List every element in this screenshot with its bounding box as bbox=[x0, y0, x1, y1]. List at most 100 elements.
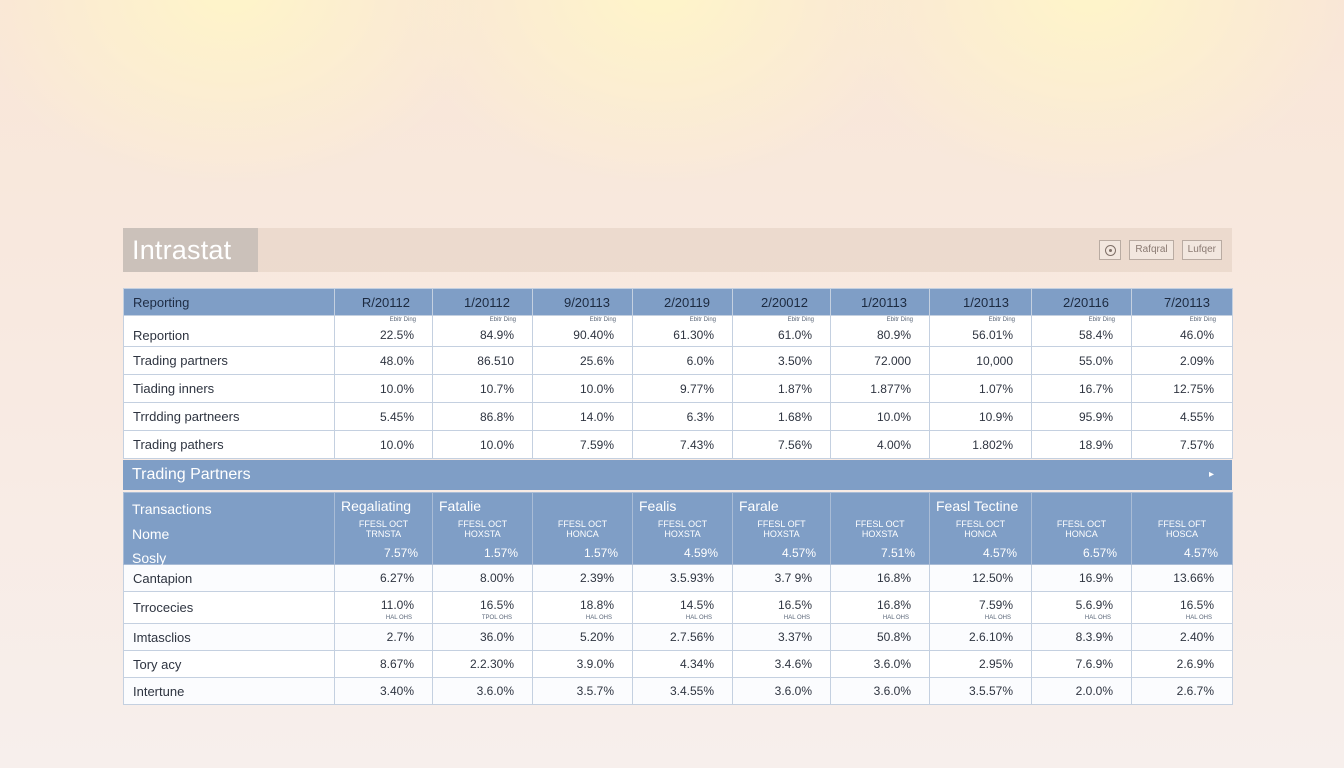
header-cell[interactable]: 7/20113 bbox=[1131, 288, 1233, 316]
cell-note: Ebitr Ding bbox=[689, 317, 716, 323]
header-cell[interactable]: FFESL OCT HONCA 6.57% bbox=[1031, 492, 1132, 565]
section-title: Trading Partners bbox=[132, 466, 251, 483]
table-row[interactable]: Trrdding partneers 5.45% 86.8% 14.0% 6.3… bbox=[123, 402, 1233, 431]
header-button-1[interactable]: Rafqral bbox=[1129, 240, 1174, 260]
table-cell: 8.00% bbox=[432, 564, 533, 592]
table-cell: 3.6.0% bbox=[830, 650, 930, 678]
table-cell: 3.4.6% bbox=[732, 650, 831, 678]
header-cell[interactable]: Fatalie FFESL OCT HOXSTA 1.57% bbox=[432, 492, 533, 565]
table-cell: Ebitr Ding 56.01% bbox=[929, 315, 1032, 347]
table-row[interactable]: Intertune 3.40% 3.6.0% 3.5.7% 3.4.55% 3.… bbox=[123, 677, 1233, 705]
header-cell[interactable]: 1/20113 bbox=[929, 288, 1032, 316]
table-cell: 14.0% bbox=[532, 402, 633, 431]
header-cell[interactable]: Fealis FFESL OCT HOXSTA 4.59% bbox=[632, 492, 733, 565]
table-row[interactable]: Trrocecies 11.0% HAL OHS 16.5% TPOL OHS 18… bbox=[123, 591, 1233, 624]
header-cell[interactable]: R/20112 bbox=[334, 288, 433, 316]
cell-note: HAL OHS bbox=[984, 615, 1011, 621]
cell-note: HAL OHS bbox=[585, 615, 612, 621]
table-cell: 1.87% bbox=[732, 374, 831, 403]
table-cell: 12.75% bbox=[1131, 374, 1233, 403]
cell-note: HAL OHS bbox=[1185, 615, 1212, 621]
table-cell: 10.0% bbox=[532, 374, 633, 403]
cell-note: Ebitr Ding bbox=[787, 317, 814, 323]
table-cell: 72.000 bbox=[830, 346, 930, 375]
header-cell[interactable]: Farale FFESL OFT HOXSTA 4.57% bbox=[732, 492, 831, 565]
table-cell: 2.39% bbox=[532, 564, 633, 592]
table-cell: 2.2.30% bbox=[432, 650, 533, 678]
table-cell: 11.0% HAL OHS bbox=[334, 591, 433, 624]
table-cell: 3.6.0% bbox=[732, 677, 831, 705]
table-row[interactable]: Tiading inners 10.0% 10.7% 10.0% 9.77% 1… bbox=[123, 374, 1233, 403]
table-cell: 12.50% bbox=[929, 564, 1032, 592]
table-cell: 2.6.7% bbox=[1131, 677, 1233, 705]
cell-note: Ebitr Ding bbox=[1189, 317, 1216, 323]
table-cell: 3.50% bbox=[732, 346, 831, 375]
trading-partners-table: Transactions Nome Sosly Regaliating FFESL… bbox=[123, 492, 1233, 705]
cell-note: HAL OHS bbox=[783, 615, 810, 621]
table-cell: 16.8% HAL OHS bbox=[830, 591, 930, 624]
cell-note: HAL OHS bbox=[1084, 615, 1111, 621]
table-cell: 6.3% bbox=[632, 402, 733, 431]
table-cell: 13.66% bbox=[1131, 564, 1233, 592]
table-row[interactable]: Trading partners 48.0% 86.510 25.6% 6.0%… bbox=[123, 346, 1233, 375]
table-row[interactable]: Trading pathers 10.0% 10.0% 7.59% 7.43% … bbox=[123, 430, 1233, 459]
table-cell: 2.09% bbox=[1131, 346, 1233, 375]
header-cell[interactable]: 1/20112 bbox=[432, 288, 533, 316]
table-cell: 7.59% bbox=[532, 430, 633, 459]
table-cell: 5.6.9% HAL OHS bbox=[1031, 591, 1132, 624]
table-cell: 2.7.56% bbox=[632, 623, 733, 651]
table-cell: 4.55% bbox=[1131, 402, 1233, 431]
table-cell: 2.7% bbox=[334, 623, 433, 651]
table-row[interactable]: Reportion Ebitr Ding 22.5% Ebitr Ding 84.9… bbox=[123, 315, 1233, 347]
header-label: Transactions bbox=[132, 501, 212, 517]
partners-header-row: Transactions Nome Sosly Regaliating FFESL… bbox=[123, 492, 1233, 566]
table-cell: 55.0% bbox=[1031, 346, 1132, 375]
header-cell[interactable]: 2/20012 bbox=[732, 288, 831, 316]
table-cell: 10.9% bbox=[929, 402, 1032, 431]
table-cell: 95.9% bbox=[1031, 402, 1132, 431]
table-cell: 2.6.10% bbox=[929, 623, 1032, 651]
table-cell: 25.6% bbox=[532, 346, 633, 375]
table-cell: 2.40% bbox=[1131, 623, 1233, 651]
header-cell[interactable]: 2/20119 bbox=[632, 288, 733, 316]
table-cell: 36.0% bbox=[432, 623, 533, 651]
table-cell: 7.57% bbox=[1131, 430, 1233, 459]
header-cell[interactable]: FFESL OCT HONCA 1.57% bbox=[532, 492, 633, 565]
trading-partners-bar[interactable]: Trading Partners ▸ bbox=[123, 460, 1232, 490]
reporting-table: Reporting R/20112 1/20112 9/20113 2/2011… bbox=[123, 288, 1233, 459]
table-cell: 8.67% bbox=[334, 650, 433, 678]
table-cell: 16.5% HAL OHS bbox=[1131, 591, 1233, 624]
table-row[interactable]: Cantapion 6.27% 8.00% 2.39% 3.5.93% 3.7 … bbox=[123, 564, 1233, 592]
header-cell[interactable]: Feasl Tectine FFESL OCT HONCA 4.57% bbox=[929, 492, 1032, 565]
header-cell[interactable]: Reporting bbox=[123, 288, 335, 316]
row-label: Imtasclios bbox=[123, 623, 335, 651]
table-cell: 3.9.0% bbox=[532, 650, 633, 678]
header-button-2[interactable]: Lufqer bbox=[1181, 240, 1222, 260]
view-button[interactable] bbox=[1099, 240, 1122, 260]
table-cell: Ebitr Ding 61.30% bbox=[632, 315, 733, 347]
table-cell: 86.510 bbox=[432, 346, 533, 375]
table-cell: 7.43% bbox=[632, 430, 733, 459]
cell-note: Ebitr Ding bbox=[1088, 317, 1115, 323]
header-cell[interactable]: 9/20113 bbox=[532, 288, 633, 316]
table-cell: 10.0% bbox=[334, 430, 433, 459]
row-label: Tory acy bbox=[123, 650, 335, 678]
table-cell: 10.0% bbox=[334, 374, 433, 403]
header-cell[interactable]: FFESL OCT HOXSTA 7.51% bbox=[830, 492, 930, 565]
table-cell: 3.5.93% bbox=[632, 564, 733, 592]
table-row[interactable]: Imtasclios 2.7% 36.0% 5.20% 2.7.56% 3.37… bbox=[123, 623, 1233, 651]
row-label: Trrocecies bbox=[123, 591, 335, 624]
app-title: Intrastat bbox=[123, 228, 258, 272]
header-cell[interactable]: 2/20116 bbox=[1031, 288, 1132, 316]
table-cell: 8.3.9% bbox=[1031, 623, 1132, 651]
table-cell: 4.00% bbox=[830, 430, 930, 459]
header-cell[interactable]: Regaliating FFESL OCT TRNSTA 7.57% bbox=[334, 492, 433, 565]
table-cell: 10,000 bbox=[929, 346, 1032, 375]
cell-note: HAL OHS bbox=[882, 615, 909, 621]
header-cell[interactable]: FFESL OFT HOSCA 4.57% bbox=[1131, 492, 1233, 565]
chevron-right-icon[interactable]: ▸ bbox=[1208, 469, 1214, 480]
table-row[interactable]: Tory acy 8.67% 2.2.30% 3.9.0% 4.34% 3.4.… bbox=[123, 650, 1233, 678]
table-cell: Ebitr Ding 80.9% bbox=[830, 315, 930, 347]
header-cell[interactable]: 1/20113 bbox=[830, 288, 930, 316]
table-cell: 18.8% HAL OHS bbox=[532, 591, 633, 624]
